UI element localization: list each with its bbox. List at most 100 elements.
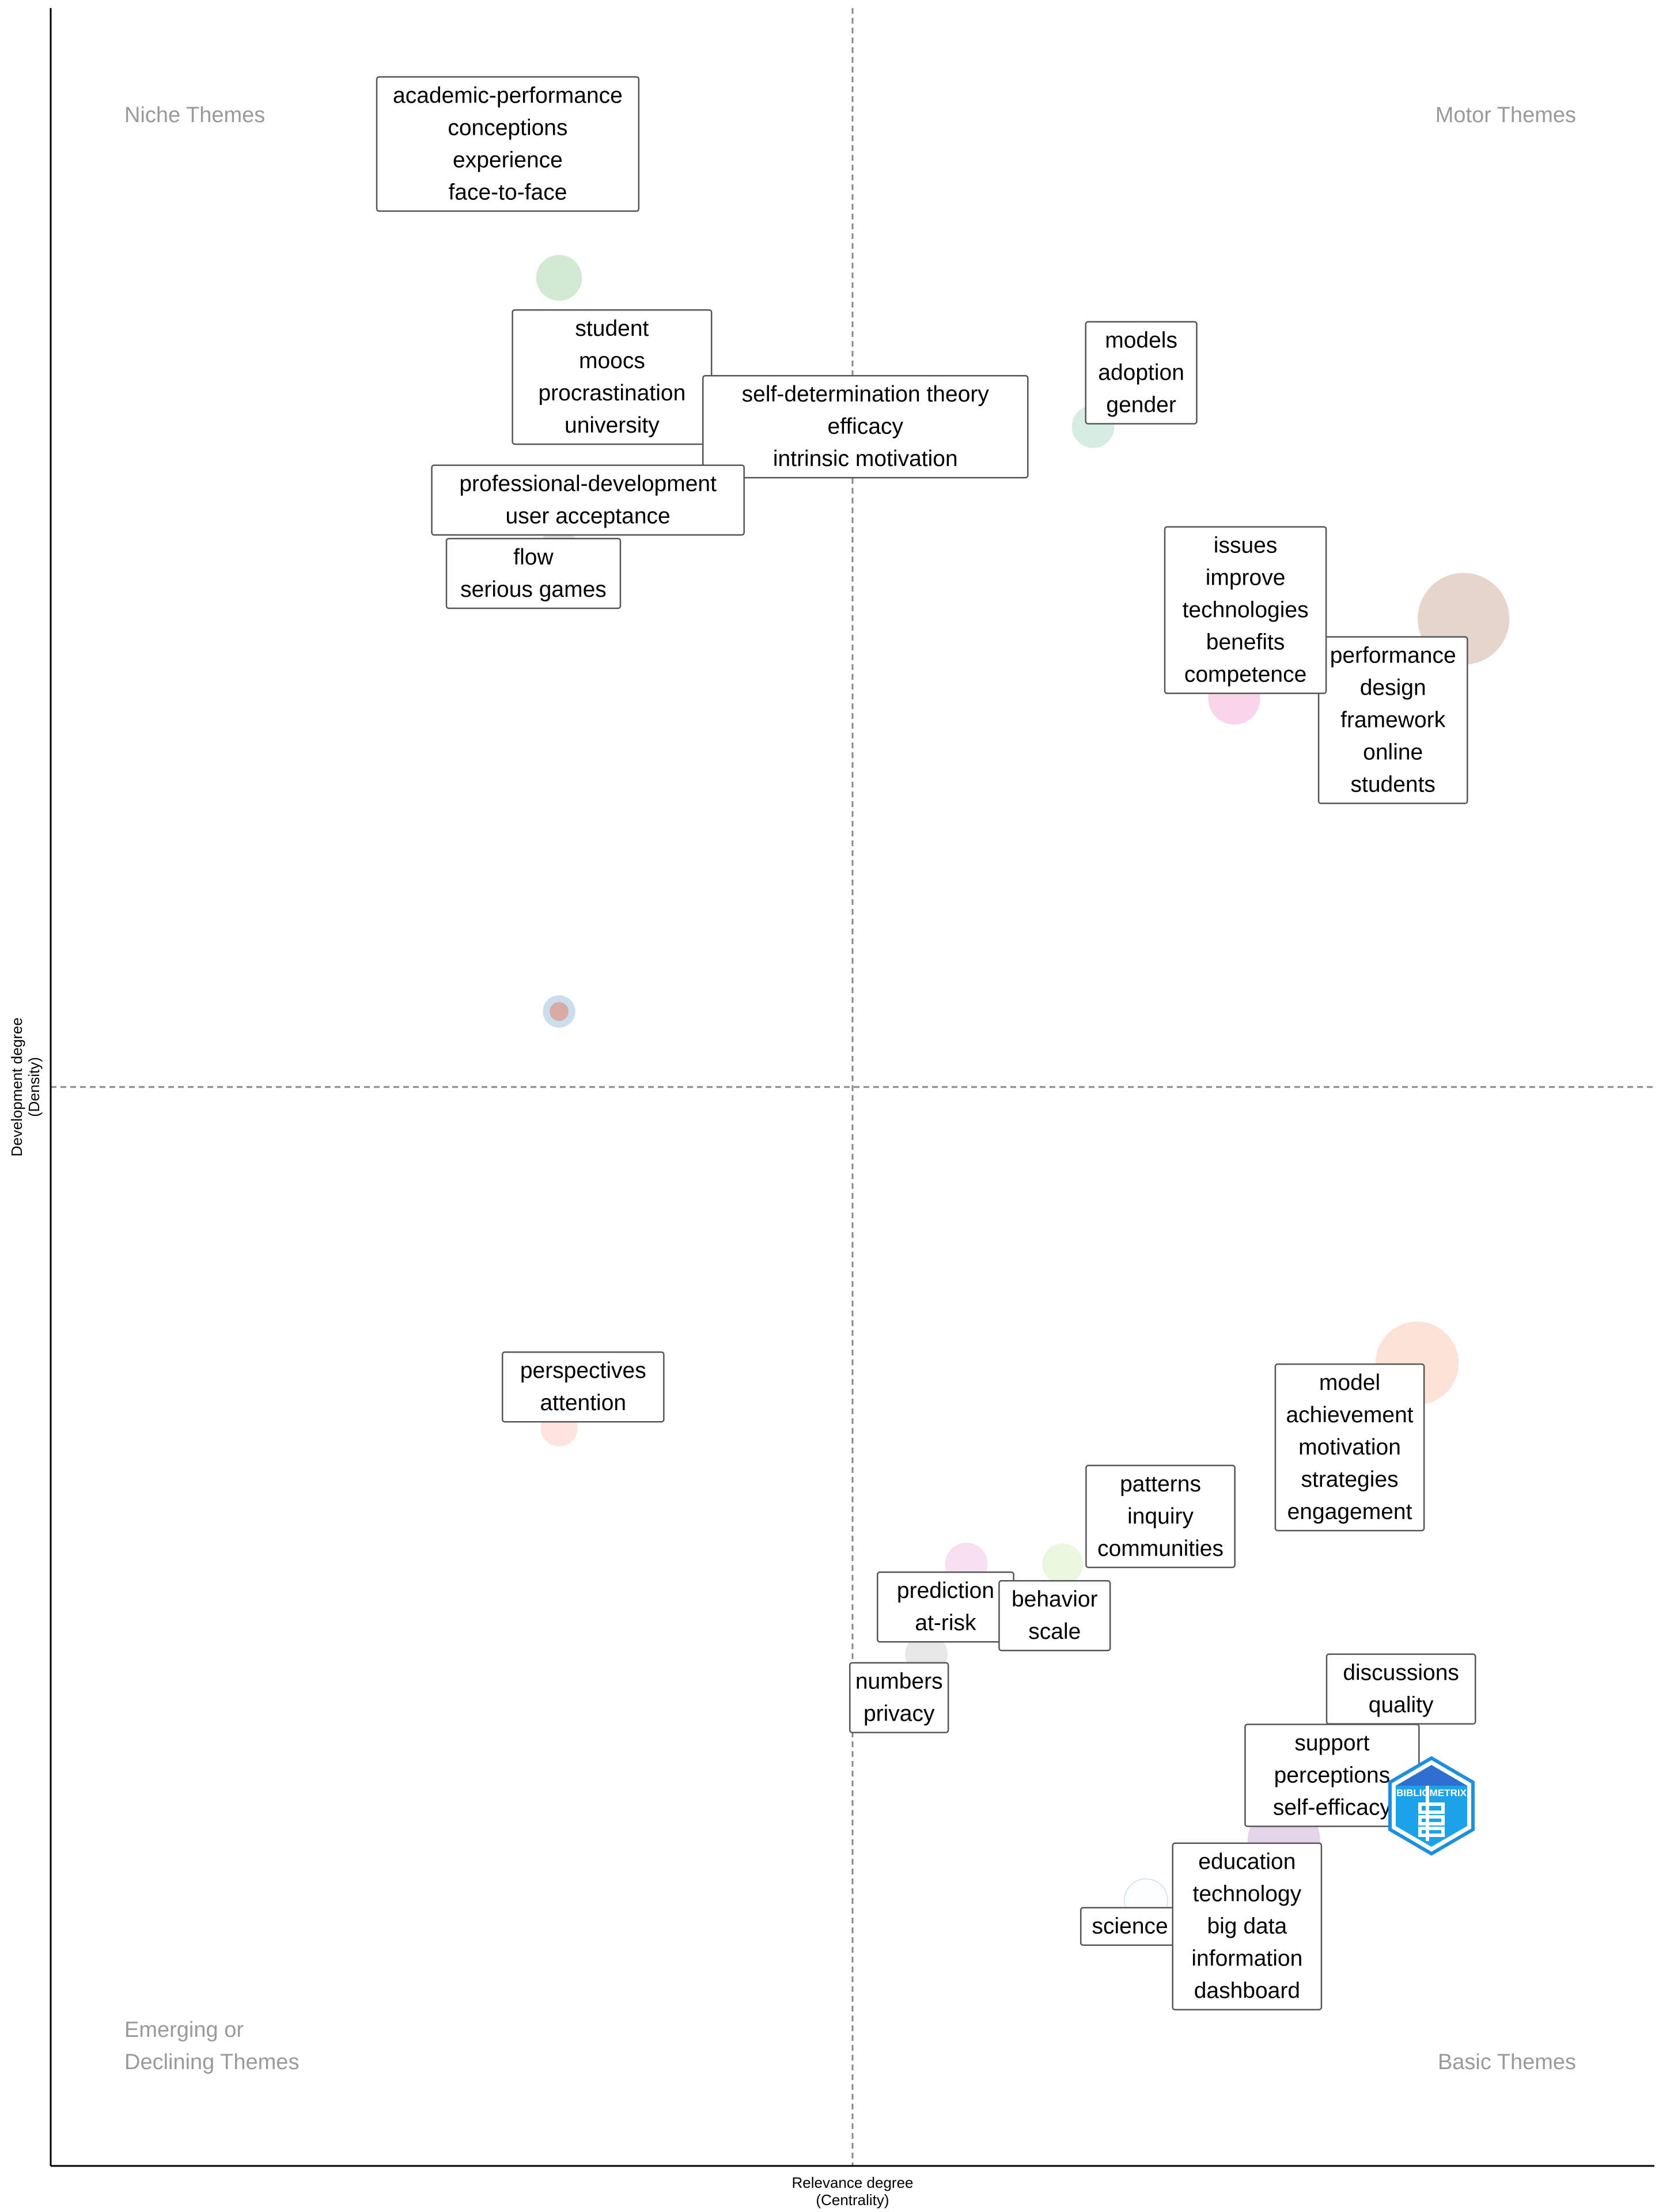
cluster-labels: academic-performance conceptions experienc… — [376, 76, 1476, 2010]
cluster-label-line: technologies — [1183, 597, 1309, 622]
quadrant-label: Niche Themes — [124, 103, 265, 127]
cluster-label-line: achievement — [1286, 1403, 1413, 1427]
cluster-label-line: strategies — [1301, 1467, 1398, 1492]
cluster-label-line: big data — [1207, 1914, 1287, 1939]
cluster-label-line: information — [1191, 1946, 1302, 1971]
cluster-label-line: inquiry — [1127, 1504, 1194, 1529]
cluster-label-line: science — [1092, 1914, 1168, 1939]
cluster-label: education technology big data information da… — [1172, 1842, 1323, 2010]
cluster-label: issues improve technologies benefits compete… — [1164, 526, 1327, 694]
logo-text: BIBLIOMETRIX — [1396, 1787, 1467, 1798]
cluster-label-line: serious games — [460, 577, 607, 602]
bibliometrix-logo: BIBLIOMETRIX — [1388, 1756, 1475, 1856]
cluster-label-line: education — [1198, 1850, 1296, 1874]
logo-hexagon-cap — [1396, 1765, 1467, 1786]
quadrant-label: Emerging or — [124, 2018, 244, 2042]
cluster-label-box — [376, 76, 640, 212]
cluster-label: academic-performance conceptions experienc… — [376, 76, 640, 212]
cluster-label-line: adoption — [1098, 360, 1184, 385]
cluster-label: behavior scale — [998, 1580, 1111, 1652]
cluster-label-line: perceptions — [1274, 1763, 1391, 1787]
cluster-label-line: design — [1360, 676, 1426, 700]
cluster-label-line: dashboard — [1194, 1979, 1300, 2003]
cluster-label-line: prediction — [897, 1578, 994, 1603]
logo-spine-icon — [1418, 1786, 1445, 1841]
axis-titles: Relevance degree(Centrality) Development … — [8, 1017, 914, 2209]
cluster-label-box — [1274, 1363, 1425, 1532]
cluster-label: performance design framework online students — [1317, 636, 1468, 804]
cluster-label-line: procrastination — [538, 381, 685, 406]
y-axis-title: Development degree — [8, 1017, 25, 1156]
cluster-label-line: improve — [1206, 565, 1286, 590]
cluster-label: discussions quality — [1325, 1653, 1476, 1725]
cluster-label-line: discussions — [1343, 1660, 1459, 1685]
cluster-label: professional-development user acceptance — [431, 464, 745, 536]
cluster-label: model achievement motivation strategies enga… — [1274, 1363, 1425, 1532]
cluster-label-line: attention — [540, 1391, 626, 1415]
quadrant-guides — [51, 8, 1654, 2166]
cluster-label-line: user acceptance — [506, 503, 671, 528]
cluster-label-line: engagement — [1287, 1499, 1412, 1524]
cluster-label-line: motivation — [1298, 1435, 1401, 1460]
cluster-label-box — [1317, 636, 1468, 804]
cluster-label: self-determination theory efficacy intrins… — [702, 374, 1029, 479]
cluster-label-line: self-efficacy — [1273, 1795, 1392, 1820]
cluster-label: patterns inquiry communities — [1085, 1464, 1236, 1569]
cluster-label: student moocs procrastination university — [512, 309, 713, 445]
cluster-label-line: intrinsic motivation — [773, 446, 958, 471]
cluster-label-line: competence — [1184, 662, 1306, 687]
cluster-label: models adoption gender — [1085, 321, 1198, 425]
cluster-label-box — [431, 464, 745, 536]
cluster-label-line: technology — [1193, 1882, 1302, 1907]
cluster-label: prediction at-risk — [877, 1571, 1014, 1643]
cluster-label-line: experience — [453, 147, 563, 172]
cluster-bubble — [536, 255, 582, 301]
cluster-label-line: behavior — [1012, 1587, 1098, 1612]
cluster-label-line: face-to-face — [448, 180, 567, 204]
cluster-label-box — [501, 1351, 665, 1423]
cluster-label-line: patterns — [1120, 1472, 1201, 1497]
cluster-label-line: university — [565, 413, 660, 438]
cluster-label-line: issues — [1214, 533, 1278, 558]
cluster-label-box — [1085, 1464, 1236, 1569]
cluster-label-box — [849, 1662, 949, 1733]
cluster-bubble — [1042, 1543, 1084, 1585]
x-axis-title: (Centrality) — [816, 2191, 889, 2209]
cluster-label-line: privacy — [863, 1701, 935, 1726]
cluster-label-line: quality — [1369, 1692, 1434, 1717]
cluster-label-line: efficacy — [828, 414, 904, 439]
cluster-label-line: moocs — [579, 349, 645, 373]
cluster-label-line: benefits — [1206, 630, 1285, 654]
cluster-label-line: communities — [1097, 1536, 1224, 1561]
cluster-label-line: support — [1294, 1730, 1369, 1755]
cluster-label-line: online — [1363, 740, 1423, 765]
cluster-bubble — [550, 1002, 569, 1021]
cluster-label-box — [1085, 321, 1198, 425]
cluster-label-line: framework — [1340, 708, 1446, 733]
cluster-label-line: perspectives — [520, 1358, 646, 1383]
cluster-label-line: flow — [513, 545, 554, 570]
cluster-label-box — [1172, 1842, 1323, 2010]
cluster-label: numbers privacy — [849, 1662, 949, 1733]
cluster-label-line: students — [1350, 772, 1435, 797]
cluster-label-box — [1164, 526, 1327, 694]
cluster-label: perspectives attention — [501, 1351, 665, 1423]
quadrant-label: Motor Themes — [1435, 103, 1576, 127]
cluster-label-box — [702, 374, 1029, 479]
axes — [50, 8, 1654, 2167]
x-axis-title: Relevance degree — [791, 2174, 913, 2191]
cluster-label-line: student — [575, 316, 649, 341]
cluster-label-line: academic-performance — [393, 83, 623, 108]
cluster-label: science — [1080, 1907, 1180, 1946]
quadrant-label: Declining Themes — [124, 2050, 299, 2074]
y-axis-title: (Density) — [25, 1057, 43, 1117]
cluster-label: flow serious games — [445, 537, 622, 609]
cluster-label-line: gender — [1106, 392, 1176, 417]
cluster-label-line: self-determination theory — [742, 382, 990, 407]
cluster-label-line: at-risk — [915, 1611, 976, 1635]
cluster-label-line: models — [1105, 328, 1177, 353]
cluster-label-line: performance — [1330, 643, 1456, 668]
cluster-label-line: model — [1319, 1370, 1380, 1395]
quadrant-label: Basic Themes — [1438, 2050, 1576, 2074]
